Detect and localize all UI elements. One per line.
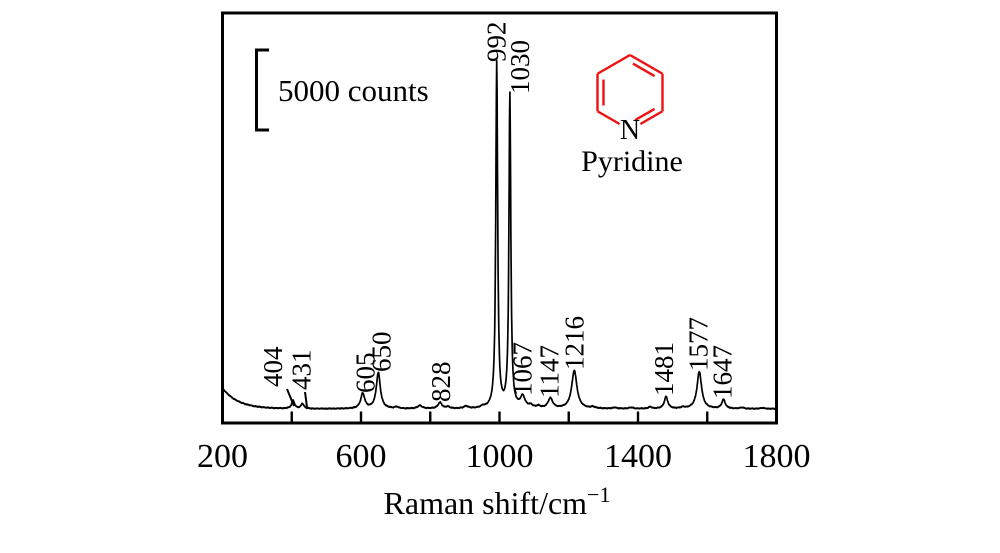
peak-label: 1647	[708, 345, 738, 399]
scale-bar-bracket-icon	[255, 48, 269, 132]
scale-bar-label: 5000 counts	[278, 73, 429, 108]
peak-label: 605	[351, 353, 381, 394]
spectrum-curve-group	[221, 59, 778, 411]
peak-label: 1577	[683, 317, 713, 371]
x-tick-label: 1000	[466, 438, 534, 475]
x-axis-title: Raman shift/cm−1	[384, 482, 611, 521]
x-tick-label: 1800	[743, 438, 811, 475]
molecule-name-label: Pyridine	[581, 145, 683, 178]
peak-label: 431	[286, 350, 316, 391]
peak-label: 1067	[508, 342, 538, 396]
peak-label: 828	[426, 362, 456, 403]
peak-label: 1216	[559, 316, 589, 370]
peak-label: 992	[482, 22, 512, 62]
pyridine-structure: N Pyridine	[581, 53, 683, 178]
peak-label: 1147	[534, 345, 564, 398]
peak-label: 650	[366, 332, 396, 373]
x-axis-tick-labels-group: 200 600 1000 1400 1800	[197, 438, 811, 475]
x-tick-label: 600	[336, 438, 387, 475]
spectrum-curve	[221, 59, 778, 411]
x-tick-label: 1400	[604, 438, 672, 475]
peak-leader-line	[286, 388, 295, 407]
x-axis-ticks-group	[221, 411, 778, 422]
pyridine-ring-icon	[596, 53, 664, 126]
x-axis-title-superscript: −1	[587, 482, 610, 507]
peak-leader-line	[304, 391, 308, 408]
x-axis-title-main: Raman shift/cm	[384, 485, 588, 521]
peak-label: 1481	[649, 342, 679, 396]
x-tick-label: 200	[197, 438, 248, 475]
peak-label: 1030	[505, 40, 535, 94]
nitrogen-atom-label: N	[620, 115, 640, 146]
plot-border	[221, 11, 778, 425]
peak-label: 404	[258, 346, 288, 387]
